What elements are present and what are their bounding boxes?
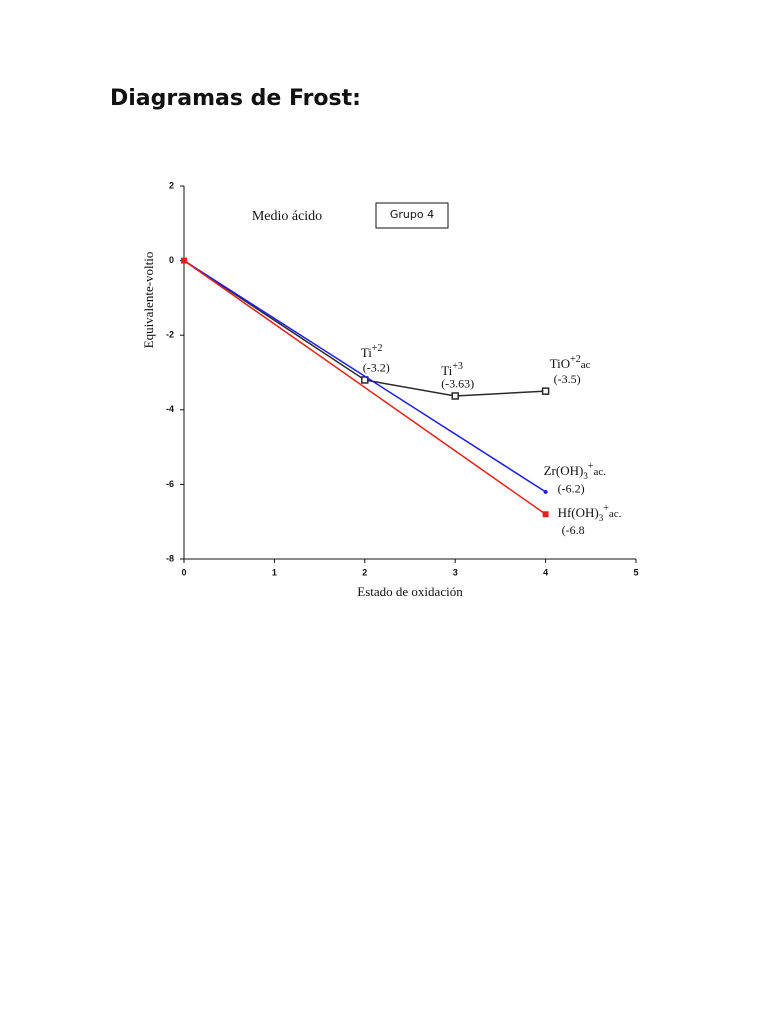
point-label: Hf(OH)3+ac. (558, 503, 622, 523)
label-part: ac. (593, 465, 606, 477)
annotation: Medio ácido (252, 209, 322, 224)
marker (543, 489, 548, 494)
label-part: +2 (372, 343, 383, 354)
label-part: +3 (452, 361, 463, 372)
series-line (183, 259, 546, 397)
y-axis-title: Equivalente-voltio (141, 252, 156, 349)
label-part: + (603, 503, 609, 514)
label-part: Zr(OH) (544, 463, 584, 478)
label-part: TiO (550, 356, 570, 371)
point-label: Ti+2 (361, 343, 383, 360)
value-label: (-3.63) (441, 377, 474, 391)
label-part: + (588, 461, 594, 472)
heading: Diagramas de Frost: (110, 86, 361, 111)
value-label: (-3.5) (554, 372, 581, 386)
x-axis-title: Estado de oxidación (357, 584, 463, 599)
y-tick-label: -4 (166, 404, 174, 414)
label-part: ac. (609, 508, 622, 520)
y-tick-label: -2 (166, 330, 174, 340)
x-tick-label: 3 (453, 567, 458, 577)
group-box (375, 202, 449, 229)
y-tick-label: 2 (169, 180, 174, 190)
point-label: Ti+3 (441, 361, 463, 378)
label-part: ac (581, 359, 591, 371)
value-label: (-3.2) (363, 361, 390, 375)
x-tick-label: 1 (272, 567, 277, 577)
label-part: Ti (441, 363, 452, 378)
point-label: Zr(OH)3+ac. (544, 461, 607, 481)
series-line (183, 259, 547, 493)
value-label: (-6.2) (558, 482, 585, 496)
label-part: 3 (583, 471, 588, 481)
label-part: 3 (599, 513, 604, 523)
point-label: TiO+2ac (550, 354, 591, 371)
y-tick-label: -6 (166, 479, 174, 489)
series-line (183, 259, 547, 515)
x-tick-label: 5 (633, 567, 638, 577)
x-tick-label: 2 (362, 567, 367, 577)
marker (451, 392, 459, 400)
label-part: +2 (570, 354, 581, 365)
label-part: Ti (361, 345, 372, 360)
marker (542, 511, 549, 518)
y-tick-label: -8 (166, 553, 174, 563)
marker (541, 387, 550, 395)
x-tick-label: 0 (181, 567, 186, 577)
label-part: Hf(OH) (558, 505, 599, 520)
group-label: Grupo 4 (390, 208, 434, 221)
marker (181, 257, 187, 264)
value-label: (-6.8 (562, 523, 585, 537)
x-tick-label: 4 (543, 567, 548, 577)
y-tick-label: 0 (169, 255, 174, 265)
